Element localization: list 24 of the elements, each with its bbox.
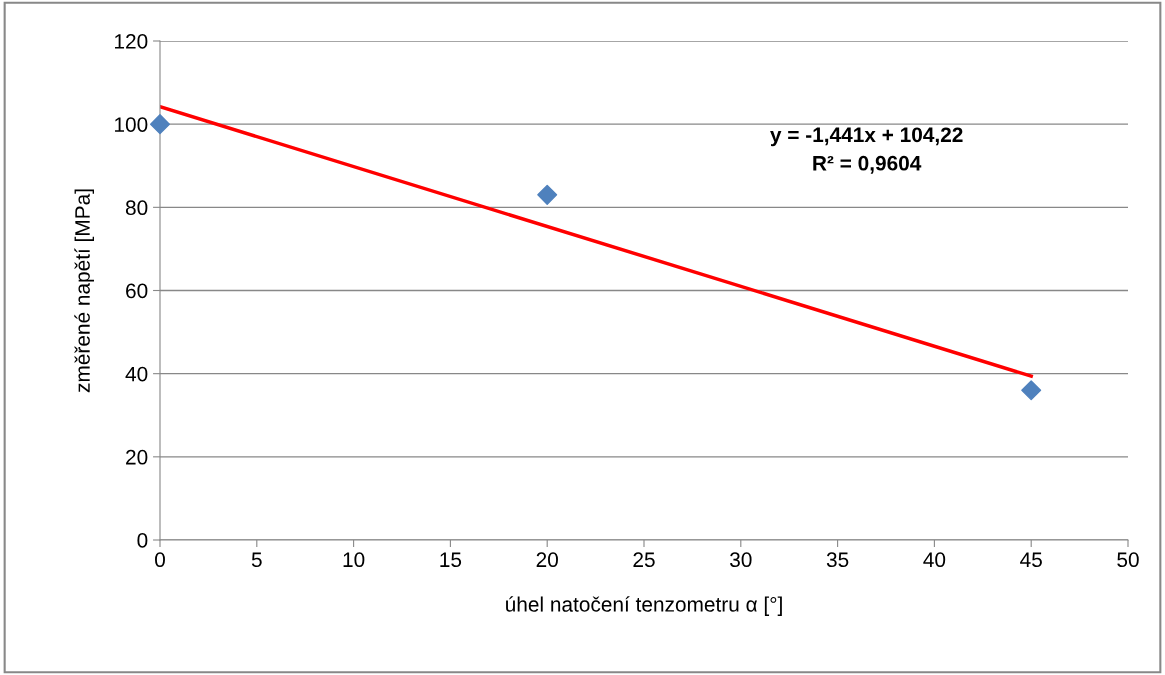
point <box>149 114 171 135</box>
y-axis-title: změřené napětí [MPa] <box>74 189 94 393</box>
y-tick-label: 0 <box>137 533 148 548</box>
x-tick-label: 30 <box>730 552 752 568</box>
x-tick-label: 50 <box>1117 552 1139 568</box>
y-tick-label: 120 <box>115 34 148 49</box>
y-tick-label: 20 <box>126 449 148 465</box>
x-tick-label: 20 <box>536 552 558 568</box>
x-tick-label: 45 <box>1020 552 1042 568</box>
point <box>537 184 558 205</box>
y-tick-label: 40 <box>125 366 148 382</box>
y-tick-label: 100 <box>115 117 148 132</box>
point <box>1021 380 1042 401</box>
y-tick-label: 60 <box>126 283 148 299</box>
annotation: y = -1,441x + 104,22 R² = 0,9604 <box>770 127 963 174</box>
x-tick-label: 0 <box>155 552 165 568</box>
x-axis-title: úhel natočení tenzometru α [°] <box>506 596 782 616</box>
x-tick-label: 10 <box>343 552 365 568</box>
x-tick-label: 15 <box>440 552 462 568</box>
x-tick-label: 5 <box>251 552 262 568</box>
x-tick-label: 25 <box>633 552 655 568</box>
x-tick-label: 40 <box>923 552 946 568</box>
y-tick-label: 80 <box>125 200 148 216</box>
x-tick-label: 35 <box>826 552 849 568</box>
